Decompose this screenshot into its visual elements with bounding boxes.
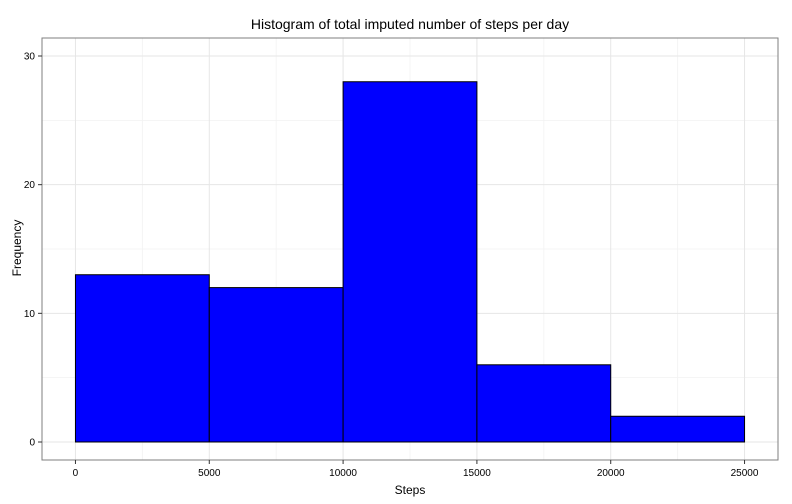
chart-title: Histogram of total imputed number of ste… <box>251 16 569 32</box>
x-axis-label: Steps <box>395 483 426 497</box>
histogram-bar <box>476 364 612 443</box>
histogram-bar <box>208 287 344 443</box>
bars <box>74 81 746 443</box>
histogram-bar <box>74 274 210 443</box>
panel-border <box>41 37 779 461</box>
y-axis: 0 10 20 30 <box>24 52 42 448</box>
x-tick-label: 0 <box>73 468 79 479</box>
histogram-bar <box>610 415 746 443</box>
y-tick-label: 10 <box>24 309 36 320</box>
y-tick-label: 0 <box>29 437 35 448</box>
y-tick-label: 30 <box>24 52 36 63</box>
histogram-bar <box>342 81 478 443</box>
x-tick-label: 10000 <box>329 468 357 479</box>
x-tick-label: 20000 <box>597 468 625 479</box>
x-tick-label: 25000 <box>731 468 759 479</box>
y-tick-label: 20 <box>24 180 36 191</box>
x-tick-label: 15000 <box>463 468 491 479</box>
x-tick-label: 5000 <box>198 468 221 479</box>
x-axis: 0 5000 10000 15000 20000 25000 <box>73 460 759 479</box>
y-axis-label: Frequency <box>10 220 24 277</box>
